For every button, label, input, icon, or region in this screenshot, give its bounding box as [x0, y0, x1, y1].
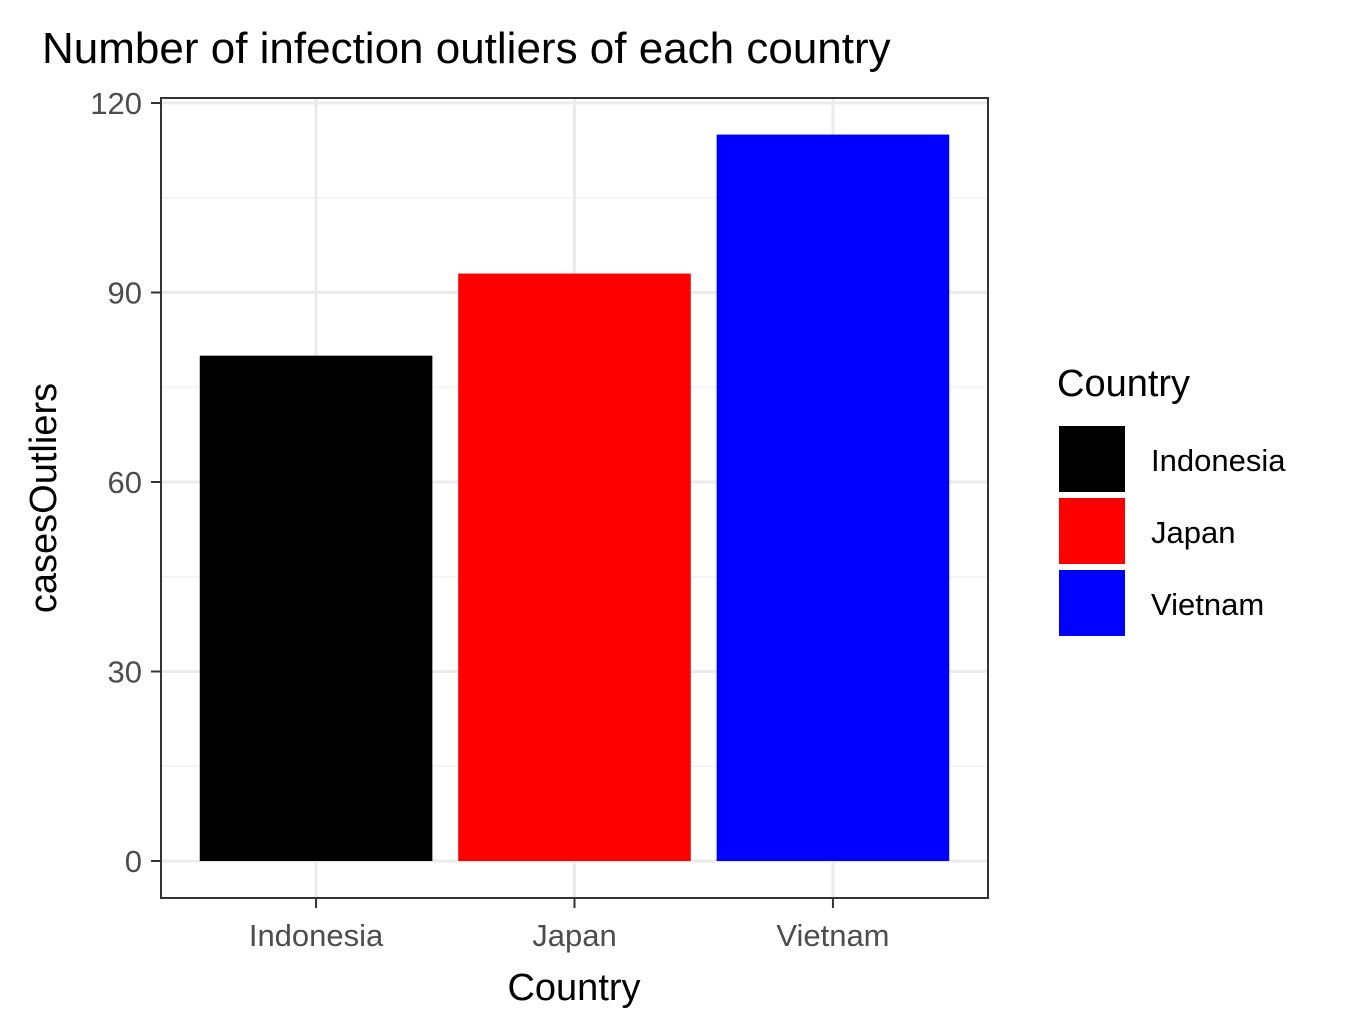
legend-title: Country [1057, 363, 1190, 405]
legend-label-japan: Japan [1151, 515, 1235, 550]
y-axis: 0 30 60 90 120 [90, 86, 161, 879]
legend-key-vietnam [1059, 570, 1125, 636]
y-tick-label: 90 [108, 276, 142, 311]
y-tick-label: 60 [108, 465, 142, 500]
bar-indonesia [199, 355, 433, 861]
legend-key-japan [1059, 498, 1125, 564]
x-tick-label: Indonesia [249, 918, 384, 953]
legend-label-vietnam: Vietnam [1151, 587, 1264, 622]
legend-label-indonesia: Indonesia [1151, 443, 1286, 478]
legend-key-indonesia [1059, 426, 1125, 492]
y-tick-label: 30 [108, 655, 142, 690]
chart-title: Number of infection outliers of each cou… [42, 24, 891, 73]
y-axis-title: casesOutliers [23, 383, 65, 613]
y-tick-label: 0 [125, 844, 142, 879]
bars [199, 134, 950, 862]
bar-japan [458, 273, 691, 861]
bar-vietnam [716, 134, 950, 862]
y-tick-label: 120 [90, 86, 142, 121]
x-tick-label: Vietnam [776, 918, 889, 953]
plot-panel [160, 97, 989, 899]
legend: Country Indonesia Japan Vietnam [1057, 363, 1286, 636]
x-axis: Indonesia Japan Vietnam [249, 898, 890, 953]
x-tick-label: Japan [532, 918, 616, 953]
legend-items: Indonesia Japan Vietnam [1059, 426, 1286, 636]
x-axis-title: Country [507, 967, 640, 1009]
